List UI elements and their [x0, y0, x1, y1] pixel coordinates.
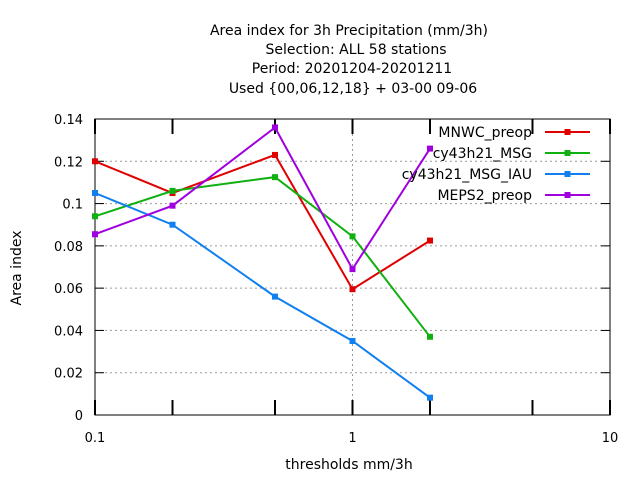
- data-point: [427, 145, 434, 152]
- data-point: [271, 151, 278, 158]
- x-tick-label: 1: [348, 431, 356, 446]
- y-tick-label: 0.1: [62, 198, 83, 213]
- data-point: [271, 174, 278, 181]
- legend-marker: [564, 129, 571, 135]
- x-axis-label: thresholds mm/3h: [285, 457, 412, 473]
- series-line: [94, 153, 431, 291]
- y-tick-label: 0.06: [54, 282, 83, 297]
- axis-ticks: 0 0.02 0.04 0.06 0.08 0.1 0.12 0.14 0.1 1 10: [54, 113, 618, 446]
- data-point: [92, 213, 98, 220]
- data-point: [349, 338, 356, 344]
- data-point: [271, 124, 278, 131]
- data-point: [349, 233, 356, 240]
- legend-label: cy43h21_MSG: [433, 146, 532, 162]
- x-tick-label: 10: [602, 431, 619, 446]
- y-tick-label: 0: [75, 409, 83, 424]
- chart-title-line-4: Used {00,06,12,18} + 03-00 09-06: [229, 81, 477, 97]
- legend-label: MNWC_preop: [438, 125, 532, 141]
- data-point: [169, 202, 176, 209]
- y-tick-label: 0.14: [54, 113, 83, 128]
- data-point: [92, 231, 98, 238]
- chart-title-line-3: Period: 20201204-20201211: [252, 61, 452, 77]
- data-point: [427, 394, 434, 401]
- grid: [95, 119, 610, 415]
- data-point: [92, 158, 98, 165]
- y-axis-label: Area index: [9, 231, 25, 306]
- legend-marker: [564, 192, 571, 198]
- series-line: [94, 125, 431, 272]
- series-lines: [92, 124, 434, 401]
- y-tick-label: 0.08: [54, 240, 83, 255]
- legend-marker: [564, 150, 571, 156]
- y-tick-label: 0.04: [54, 324, 83, 339]
- chart-title-line-1: Area index for 3h Precipitation (mm/3h): [210, 23, 488, 39]
- legend: MNWC_preop cy43h21_MSG cy43h21_MSG_IAU MEPS…: [402, 125, 590, 204]
- series-line: [94, 192, 431, 399]
- data-point: [427, 333, 434, 340]
- data-point: [349, 286, 356, 293]
- data-point: [427, 237, 434, 244]
- legend-label: cy43h21_MSG_IAU: [402, 167, 532, 183]
- series-line: [94, 176, 431, 338]
- legend-marker: [564, 171, 571, 177]
- data-point: [92, 190, 98, 196]
- data-point: [169, 221, 176, 228]
- data-point: [169, 187, 176, 194]
- legend-label: MEPS2_preop: [437, 188, 532, 204]
- data-point: [271, 293, 278, 300]
- data-point: [349, 266, 356, 273]
- x-tick-label: 0.1: [85, 431, 106, 446]
- chart-title-line-2: Selection: ALL 58 stations: [265, 42, 446, 58]
- y-tick-label: 0.12: [54, 155, 83, 170]
- y-tick-label: 0.02: [54, 367, 83, 382]
